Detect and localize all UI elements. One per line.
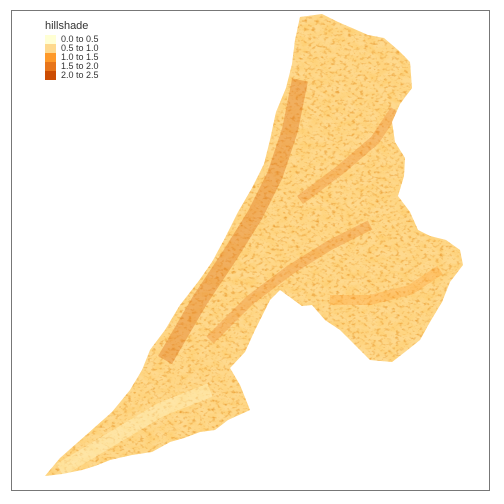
legend-title: hillshade	[45, 20, 89, 32]
legend-swatch	[45, 44, 56, 53]
map-legend: hillshade 0.0 to 0.5 0.5 to 1.0 1.0 to 1.5…	[45, 20, 99, 80]
legend-label: 1.0 to 1.5	[61, 52, 99, 62]
legend-label: 1.5 to 2.0	[61, 61, 99, 71]
legend-swatch	[45, 53, 56, 62]
legend-item: 1.0 to 1.5	[45, 53, 99, 62]
legend-label: 0.5 to 1.0	[61, 43, 99, 53]
legend-label: 2.0 to 2.5	[61, 70, 99, 80]
legend-item: 1.5 to 2.0	[45, 62, 99, 71]
legend-swatch	[45, 71, 56, 80]
legend-label: 0.0 to 0.5	[61, 34, 99, 44]
legend-swatch	[45, 35, 56, 44]
legend-item: 0.5 to 1.0	[45, 44, 99, 53]
legend-item: 2.0 to 2.5	[45, 71, 99, 80]
legend-item: 0.0 to 0.5	[45, 35, 99, 44]
legend-swatch	[45, 62, 56, 71]
